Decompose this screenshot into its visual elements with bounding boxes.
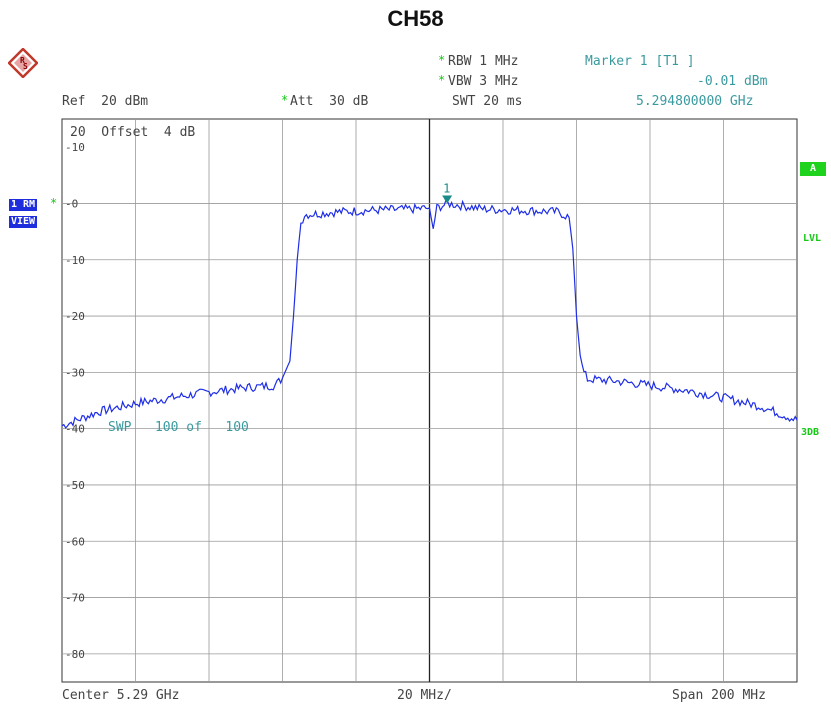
sweep-count-text: SWP 100 of 100: [108, 420, 249, 435]
trace-star-icon: *: [50, 196, 58, 210]
y-tick-label: -20: [65, 310, 85, 323]
att-label: Att 30 dB: [290, 94, 369, 109]
marker-frequency: 5.294800000 GHz: [636, 94, 754, 109]
a-badge: A: [800, 162, 826, 176]
view-badge: VIEW: [9, 216, 38, 228]
y-tick-label: -30: [65, 366, 85, 379]
marker-level: -0.01 dBm: [697, 74, 768, 89]
center-frequency: Center 5.29 GHz: [62, 688, 180, 703]
swt-label: SWT 20 ms: [452, 94, 523, 109]
ref-label: Ref 20 dBm: [62, 94, 149, 109]
span-label: Span 200 MHz: [672, 688, 766, 703]
vbw-label: VBW 3 MHz: [448, 74, 519, 89]
svg-text:R: R: [20, 56, 25, 65]
rbw-label: RBW 1 MHz: [448, 54, 519, 69]
svg-text:S: S: [23, 62, 28, 71]
marker-1-icon: [442, 195, 453, 204]
spectrum-trace: [61, 198, 798, 429]
marker-label: Marker 1 [T1 ]: [585, 54, 695, 69]
rohde-schwarz-logo-icon: R S: [8, 48, 38, 78]
y-tick-label: -50: [65, 479, 85, 492]
vbw-star-icon: *: [438, 73, 446, 87]
att-star-icon: *: [281, 93, 289, 107]
chart-title: CH58: [387, 6, 444, 31]
lvl-label: LVL: [803, 233, 822, 244]
y-tick-labels: -10 -0 -10 -20 -30 -40 -50 -60 -70 -80: [65, 141, 85, 661]
marker-1-number: 1: [443, 182, 450, 196]
y-tick-label: -40: [65, 423, 85, 436]
y-tick-label: -0: [65, 197, 78, 210]
offset-text: 20 Offset 4 dB: [70, 125, 195, 140]
y-tick-label: -60: [65, 535, 85, 548]
grid-lines: [62, 119, 797, 682]
y-tick-label: -10: [65, 141, 85, 154]
y-tick-label: -80: [65, 648, 85, 661]
trace-mode-badge: 1 RM: [9, 199, 38, 211]
3db-label: 3DB: [801, 427, 820, 438]
y-tick-label: -70: [65, 592, 85, 605]
y-tick-label: -10: [65, 254, 85, 267]
division-label: 20 MHz/: [397, 688, 452, 703]
rbw-star-icon: *: [438, 53, 446, 67]
